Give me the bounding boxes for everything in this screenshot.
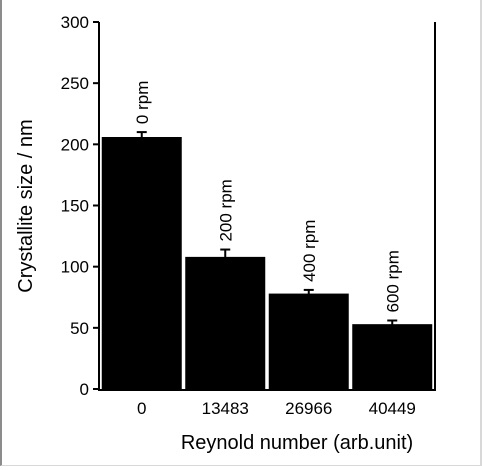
bar [268,293,349,390]
x-tick-label: 0 [137,399,146,418]
y-axis-title: Crystallite size / nm [15,119,37,292]
y-tick-label: 150 [61,197,89,216]
bar-value-label: 0 rpm [133,81,152,124]
bar-value-label: 200 rpm [216,179,235,241]
y-tick-label: 0 [80,380,89,399]
bars-layer [101,136,433,390]
x-ticks-layer: 0 13483 26966 40449 [137,399,416,418]
x-axis-title: Reynold number (arb.unit) [181,432,413,454]
x-tick-label: 26966 [285,399,332,418]
bar-labels-layer: 0 rpm 200 rpm 400 rpm 600 rpm [133,81,403,313]
y-ticks-layer: 0 50 100 150 200 250 300 [61,13,99,399]
x-tick-label: 40449 [369,399,416,418]
bar [352,324,433,390]
bar [101,136,182,390]
y-tick-label: 50 [70,319,89,338]
bar-value-label: 400 rpm [300,220,319,282]
x-tick-label: 13483 [202,399,249,418]
bar [185,256,266,390]
error-bars-layer [136,131,398,327]
y-tick-label: 100 [61,258,89,277]
y-tick-label: 300 [61,13,89,32]
y-tick-label: 200 [61,135,89,154]
y-tick-label: 250 [61,74,89,93]
bar-value-label: 600 rpm [383,250,402,312]
